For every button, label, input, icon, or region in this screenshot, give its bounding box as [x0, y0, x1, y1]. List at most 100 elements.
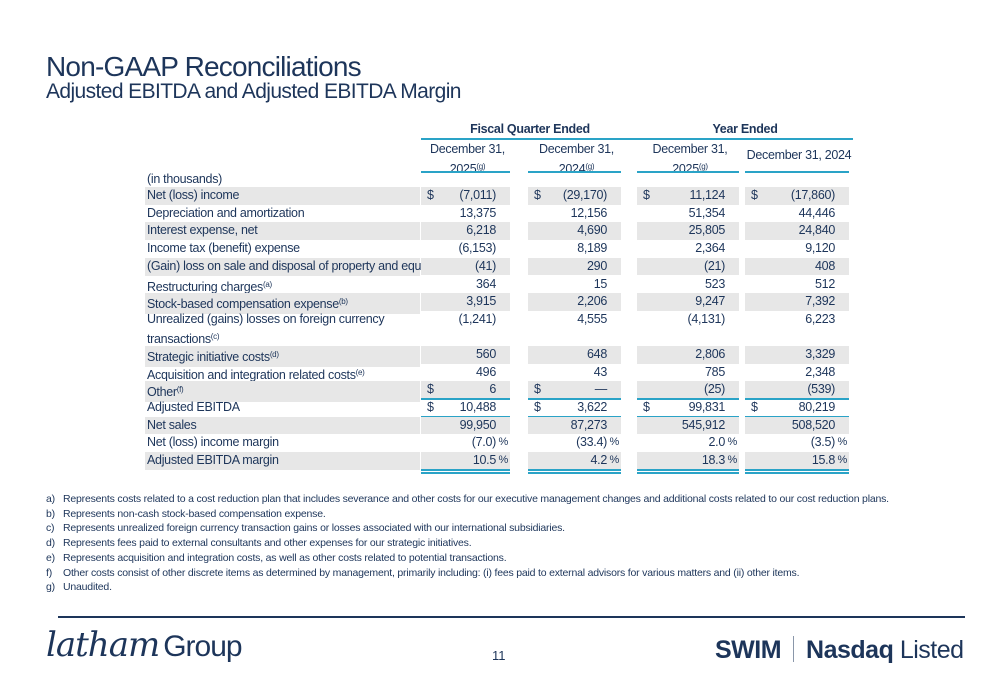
cell-value: 545,912: [681, 417, 725, 432]
value-cell: $99,831: [637, 399, 739, 417]
value-cell: (3.5)%: [745, 434, 849, 452]
value-cell: 648: [528, 345, 621, 364]
total-rule: [637, 398, 739, 400]
cell-value: (7,011): [459, 188, 496, 202]
footnote: b) Represents non-cash stock-based compen…: [46, 507, 326, 520]
cell-value: —: [594, 382, 608, 397]
table-row: Income tax (benefit) expense (6,153) 8,189…: [145, 240, 853, 258]
cell-value: (17,860): [790, 188, 835, 202]
footnote: a) Represents costs related to a cost red…: [46, 493, 889, 505]
cell-value: 7,392: [805, 294, 835, 309]
cell-value: 10,488: [459, 400, 497, 414]
value-cell: 7,392: [745, 293, 849, 311]
cell-value: 10.5: [472, 453, 496, 468]
row-label: Restructuring charges(a): [147, 279, 272, 294]
table-row: Strategic initiative costs(d) 560 648 2,806…: [145, 345, 853, 367]
currency-symbol: $: [534, 382, 541, 397]
value-cell: (7.0)%: [421, 434, 510, 452]
cell-value: 364: [476, 276, 496, 291]
cell-value: (21): [703, 258, 725, 273]
cell-value: 785: [705, 364, 725, 379]
column-header-rule: [421, 171, 510, 173]
currency-symbol: $: [534, 400, 541, 414]
row-label: Stock-based compensation expense(b): [145, 293, 420, 314]
value-cell: 3,329: [745, 345, 849, 364]
value-cell: 4,555: [528, 311, 621, 346]
total-rule: [421, 468, 510, 471]
row-label: Net (loss) income margin: [147, 435, 279, 450]
cell-value: 4.2: [590, 453, 608, 468]
cell-value: 8,189: [577, 241, 607, 256]
cell-value: 3,622: [577, 400, 607, 414]
cell-value: 18.3: [701, 453, 725, 468]
currency-symbol: $: [751, 188, 758, 202]
cell-value: 6,218: [466, 223, 496, 238]
table-row: Restructuring charges(a) 364 15 523 512: [145, 276, 853, 294]
table-row: Net (loss) income margin (7.0)% (33.4)% 2.0…: [145, 434, 853, 452]
currency-symbol: $: [751, 400, 758, 414]
row-label: Depreciation and amortization: [147, 205, 305, 220]
cell-value: 648: [587, 346, 607, 361]
value-cell: 13,375: [421, 205, 510, 223]
cell-value: 560: [476, 346, 496, 361]
cell-value: (1,241): [458, 311, 496, 326]
cell-value: 496: [476, 364, 496, 379]
cell-value: 51,354: [688, 205, 726, 220]
table-row: Adjusted EBITDA $10,488 $3,622 $99,831 $80,2…: [145, 399, 853, 417]
table-row: Net sales 99,950 87,273 545,912 508,520: [145, 416, 853, 435]
cell-value: 80,219: [798, 400, 836, 414]
column-header-rule: [637, 171, 739, 173]
value-cell: $11,124: [637, 187, 739, 205]
total-rule: [528, 398, 621, 400]
row-label: Adjusted EBITDA margin: [145, 452, 420, 470]
cell-value: (6,153): [458, 241, 496, 256]
latham-logo: latham Group: [46, 625, 243, 665]
percent-symbol: %: [727, 454, 738, 467]
footnote: c) Represents unrealized foreign currency…: [46, 522, 565, 535]
cell-value: 3,915: [466, 294, 496, 309]
cell-value: (3.5): [810, 435, 836, 450]
table-row: Other(f) $6 $ — (25) (539): [145, 381, 853, 402]
cell-value: (7.0): [471, 435, 497, 450]
currency-symbol: $: [427, 382, 434, 397]
value-cell: 43: [528, 364, 621, 382]
value-cell: (4,131): [637, 311, 739, 346]
value-cell: $80,219: [745, 399, 849, 417]
total-rule: [528, 468, 621, 471]
value-cell: 508,520: [745, 416, 849, 435]
value-cell: 290: [528, 257, 621, 276]
cell-value: (33.4): [576, 435, 607, 450]
value-cell: (41): [421, 257, 510, 276]
cell-value: 2,806: [695, 346, 725, 361]
cell-value: 6,223: [805, 311, 835, 326]
cell-value: (29,170): [562, 188, 607, 202]
row-label: Interest expense, net: [145, 222, 420, 241]
value-cell: 4.2%: [528, 452, 621, 470]
value-cell: (1,241): [421, 311, 510, 346]
table-row: Acquisition and integration related cost…: [145, 364, 853, 382]
percent-symbol: %: [837, 436, 848, 449]
row-label: Unrealized (gains) losses on foreign cur…: [147, 311, 385, 346]
value-cell: $3,622: [528, 399, 621, 417]
value-cell: 51,354: [637, 205, 739, 223]
value-cell: (33.4)%: [528, 434, 621, 452]
cell-value: 15: [593, 276, 608, 291]
value-cell: 8,189: [528, 240, 621, 258]
group-rule: [421, 138, 853, 140]
value-cell: 785: [637, 364, 739, 382]
currency-symbol: $: [427, 400, 434, 414]
value-cell: $10,488: [421, 399, 510, 417]
value-cell: (6,153): [421, 240, 510, 258]
column-header-rule: [528, 171, 621, 173]
value-cell: 2.0%: [637, 434, 739, 452]
cell-value: 99,950: [459, 417, 497, 432]
percent-symbol: %: [727, 436, 738, 449]
value-cell: 2,206: [528, 293, 621, 311]
cell-value: 2.0: [708, 435, 726, 450]
row-label: Net (loss) income: [145, 187, 420, 205]
table-row: Unrealized (gains) losses on foreign cur…: [145, 311, 853, 346]
row-label: (Gain) loss on sale and disposal of prop…: [145, 257, 457, 276]
cell-value: 2,348: [805, 364, 835, 379]
value-cell: 15: [528, 276, 621, 294]
cell-value: 2,364: [695, 241, 725, 256]
